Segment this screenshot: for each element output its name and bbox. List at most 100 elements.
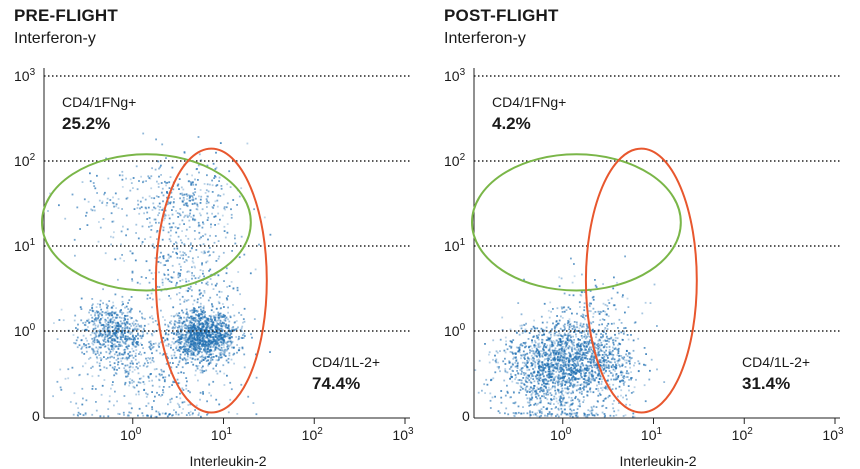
data-point (210, 333, 212, 336)
data-point (113, 356, 115, 359)
x-tick-label: 103 (392, 426, 414, 443)
data-point (565, 381, 567, 384)
data-point (95, 346, 98, 349)
data-point (114, 327, 116, 330)
data-point (548, 354, 551, 357)
data-point (598, 359, 601, 361)
data-point (185, 280, 188, 283)
data-point (189, 181, 192, 183)
data-point (106, 334, 109, 337)
data-point (137, 367, 139, 370)
x-tick-label: 100 (120, 426, 142, 443)
data-point (127, 335, 129, 338)
data-point (579, 347, 582, 350)
data-point (127, 337, 130, 340)
data-point (587, 379, 590, 381)
y-tick-label: 101 (14, 237, 36, 254)
data-point (194, 320, 197, 323)
data-point (617, 347, 620, 350)
data-point (226, 374, 228, 377)
data-point (177, 274, 180, 276)
data-point (213, 331, 216, 334)
data-point (152, 360, 155, 363)
data-point (131, 331, 134, 334)
data-point (186, 216, 189, 218)
data-point (186, 316, 189, 319)
il2-gate-label: CD4/1L-2+ (312, 354, 381, 370)
data-point (209, 353, 212, 356)
data-point (174, 284, 177, 287)
data-point (195, 327, 198, 330)
data-point (582, 401, 585, 403)
data-point (129, 310, 132, 313)
data-point (170, 354, 173, 357)
data-point (562, 397, 565, 400)
data-point (554, 352, 557, 355)
data-point (153, 206, 155, 209)
data-point (181, 295, 184, 298)
data-point (182, 351, 185, 354)
data-point (118, 343, 120, 346)
data-point (569, 338, 571, 340)
data-point (115, 336, 118, 338)
data-point (243, 332, 246, 335)
data-point (132, 328, 134, 331)
data-point (542, 352, 545, 354)
data-point (198, 343, 201, 345)
data-point (579, 351, 582, 354)
data-point (527, 361, 529, 364)
data-point (229, 334, 231, 337)
data-point (542, 375, 545, 378)
data-point (190, 349, 192, 352)
data-point (200, 292, 203, 295)
data-point (188, 338, 190, 340)
data-point (136, 188, 139, 191)
data-point (522, 342, 525, 344)
data-point (126, 331, 129, 333)
data-point (186, 204, 189, 207)
data-point (103, 311, 106, 314)
data-point (179, 192, 182, 195)
data-point (553, 349, 556, 352)
data-point (565, 353, 568, 355)
data-point (201, 336, 204, 339)
data-point (123, 352, 126, 355)
data-point (161, 373, 163, 376)
data-point (596, 363, 599, 366)
data-point (605, 407, 608, 409)
data-point (147, 175, 150, 178)
data-point (154, 342, 157, 345)
data-point (216, 328, 219, 331)
data-point (563, 350, 565, 353)
data-point (111, 366, 114, 369)
data-point (108, 327, 111, 329)
data-point (188, 331, 191, 334)
data-point (615, 374, 617, 377)
data-point (576, 326, 579, 329)
data-point (519, 385, 522, 388)
data-point (220, 330, 223, 332)
data-point (518, 347, 521, 350)
data-point (546, 353, 549, 355)
data-point (597, 373, 600, 376)
data-point (203, 275, 205, 278)
data-point (166, 415, 169, 418)
data-point (108, 332, 111, 334)
data-point (252, 402, 255, 404)
data-point (155, 195, 158, 198)
data-point (603, 346, 605, 348)
data-point (199, 362, 201, 364)
data-point (614, 366, 616, 368)
data-point (567, 339, 569, 342)
data-point (504, 368, 507, 370)
data-point (520, 412, 523, 415)
data-point (100, 393, 103, 396)
data-point (190, 347, 193, 349)
data-point (566, 337, 569, 340)
data-point (91, 298, 94, 300)
data-point (180, 347, 182, 350)
data-point (524, 389, 527, 392)
data-point (146, 359, 149, 362)
data-point (147, 376, 150, 379)
data-point (535, 377, 538, 380)
